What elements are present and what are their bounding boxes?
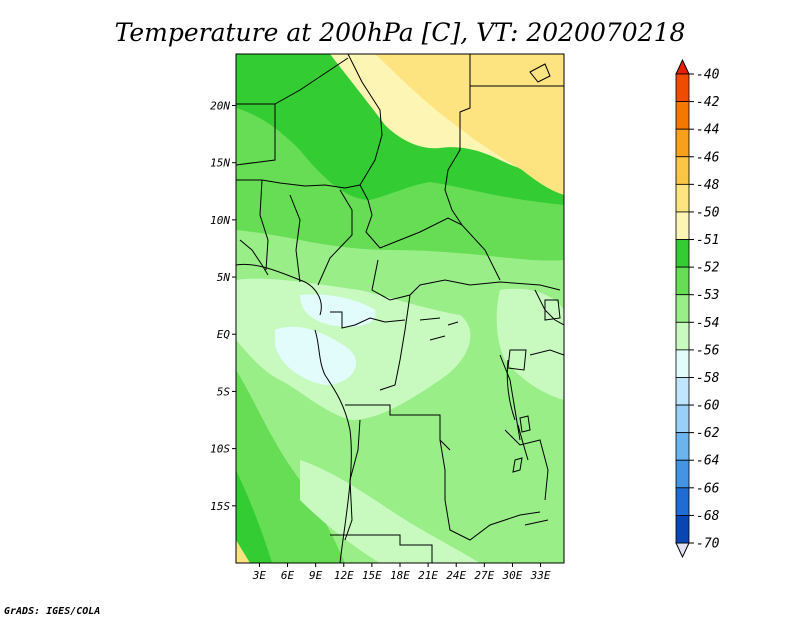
colorbar-segment bbox=[675, 101, 690, 130]
colorbar-label: -62 bbox=[696, 426, 720, 441]
colorbar-label: -52 bbox=[696, 261, 720, 276]
colorbar-label: -51 bbox=[696, 233, 719, 248]
y-tick-label: 15N bbox=[210, 157, 230, 170]
colorbar-label: -48 bbox=[696, 178, 720, 193]
colorbar-segment bbox=[675, 321, 690, 351]
colorbar-segment bbox=[675, 73, 690, 102]
x-tick-label: 30E bbox=[502, 569, 523, 582]
x-axis: 3E 6E 9E 12E 15E 18E 21E 24E 27E 30E 33E bbox=[252, 563, 551, 582]
colorbar-segment bbox=[675, 377, 690, 406]
colorbar-label: -54 bbox=[696, 316, 719, 331]
colorbar-label: -44 bbox=[696, 123, 719, 138]
colorbar-label: -46 bbox=[696, 150, 720, 165]
colorbar-label: -53 bbox=[696, 288, 719, 303]
band-yellow bbox=[375, 54, 564, 195]
colorbar-extend-bottom bbox=[675, 542, 690, 559]
colorbar-segment bbox=[675, 487, 690, 516]
colorbar-label: -40 bbox=[696, 68, 720, 83]
colorbar-segment bbox=[675, 239, 690, 268]
colorbar-segment bbox=[675, 404, 690, 434]
chart-title: Temperature at 200hPa [C], VT: 202007021… bbox=[115, 18, 686, 47]
colorbar-extend-top bbox=[675, 58, 690, 75]
band-lightest-patch-2 bbox=[300, 294, 376, 327]
y-tick-label: 10N bbox=[210, 214, 230, 227]
colorbar-label: -60 bbox=[696, 399, 720, 414]
colorbar-label: -70 bbox=[696, 537, 720, 552]
colorbar-segment bbox=[675, 183, 690, 213]
grads-credit: GrADS: IGES/COLA bbox=[4, 606, 100, 617]
colorbar-segment bbox=[675, 266, 690, 296]
x-tick-label: 3E bbox=[252, 569, 267, 582]
band-sw-corner bbox=[236, 540, 250, 563]
band-pale-equatorial bbox=[236, 278, 471, 420]
x-tick-label: 18E bbox=[390, 569, 410, 582]
y-axis: 20N 15N 10N 5N EQ 5S 10S 15S bbox=[210, 99, 236, 513]
y-tick-label: 10S bbox=[210, 443, 230, 456]
x-tick-label: 12E bbox=[334, 569, 354, 582]
colorbar-segment bbox=[675, 128, 690, 158]
y-tick-label: 15S bbox=[210, 500, 230, 513]
colorbar-segment bbox=[675, 349, 690, 378]
colorbar-label: -58 bbox=[696, 371, 720, 386]
y-tick-label: EQ bbox=[217, 328, 231, 341]
colorbar-label: -68 bbox=[696, 509, 720, 524]
x-tick-label: 33E bbox=[530, 569, 551, 582]
x-tick-label: 27E bbox=[474, 569, 494, 582]
band-south-strip-dark bbox=[236, 470, 272, 563]
y-tick-label: 5N bbox=[217, 271, 231, 284]
x-tick-label: 24E bbox=[446, 569, 466, 582]
colorbar-segment bbox=[675, 459, 690, 489]
colorbar-segment bbox=[675, 211, 690, 240]
colorbar-segment bbox=[675, 294, 690, 323]
colorbar-label: -64 bbox=[696, 454, 719, 469]
band-pale-south bbox=[300, 460, 480, 563]
colorbar-label: -66 bbox=[696, 481, 720, 496]
y-tick-label: 20N bbox=[210, 99, 230, 112]
colorbar-label: -56 bbox=[696, 343, 720, 358]
colorbar-segment bbox=[675, 156, 690, 185]
x-tick-label: 9E bbox=[309, 569, 323, 582]
x-tick-label: 15E bbox=[362, 569, 382, 582]
y-tick-label: 5S bbox=[217, 385, 231, 398]
colorbar-segment bbox=[675, 515, 690, 544]
colorbar-label: -42 bbox=[696, 95, 720, 110]
country-borders bbox=[236, 54, 564, 563]
colorbar-label: -50 bbox=[696, 205, 720, 220]
band-lightest-patch bbox=[275, 326, 356, 385]
x-tick-label: 6E bbox=[281, 569, 295, 582]
temperature-field bbox=[236, 54, 564, 563]
colorbar-segment bbox=[675, 432, 690, 461]
x-tick-label: 21E bbox=[418, 569, 438, 582]
colorbar: -40 -42 -44 -46 -48 -50 -51 -52 -53 -54 -56 -58 -60 -… bbox=[675, 58, 720, 559]
band-pale-east bbox=[496, 288, 564, 400]
